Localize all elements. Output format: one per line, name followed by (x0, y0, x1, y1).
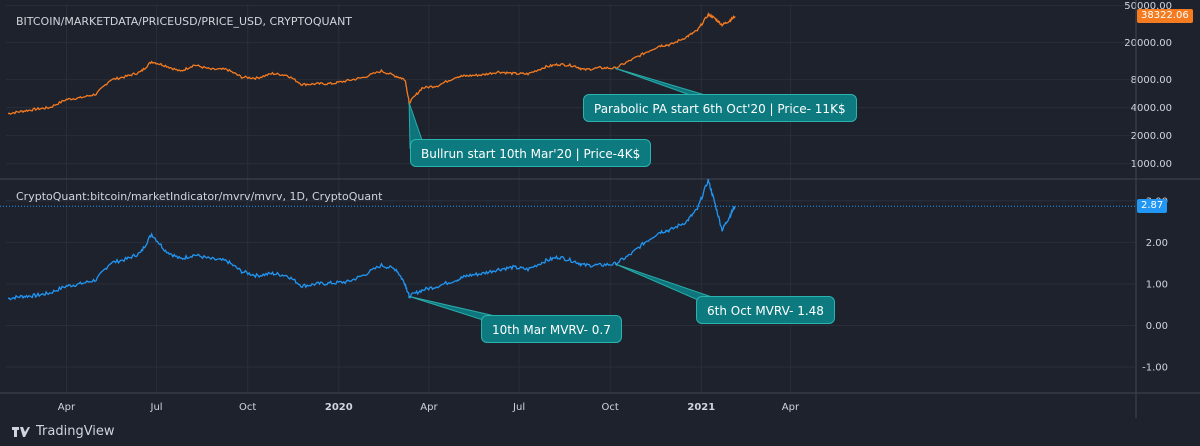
annotation-bullrun-start[interactable]: Bullrun start 10th Mar'20 | Price-4K$ (410, 139, 652, 167)
annotation-mvrv-october[interactable]: 6th Oct MVRV- 1.48 (696, 296, 835, 324)
mvrv-y-tick-label: 0.00 (1146, 321, 1168, 332)
price-y-tick-label: 8000.00 (1131, 75, 1172, 86)
annotation-parabolic-pointer (614, 67, 706, 96)
tradingview-logo[interactable]: TradingView (12, 424, 115, 439)
x-tick-label: 2020 (325, 402, 353, 413)
tradingview-brand: TradingView (36, 424, 115, 439)
x-tick-label: Jul (512, 402, 525, 413)
price-series-line[interactable] (7, 11, 736, 115)
annotation-mvrv-october-pointer (614, 263, 714, 301)
price-y-tick-label: 20000.00 (1124, 38, 1172, 49)
mvrv-y-tick-label: 2.00 (1146, 238, 1168, 249)
price-y-tick-label: 1000.00 (1131, 159, 1172, 170)
x-tick-label: Oct (239, 402, 256, 413)
x-tick-label: Apr (782, 402, 800, 413)
mvrv-pane-title: CryptoQuant:bitcoin/marketIndicator/mvrv… (16, 190, 383, 203)
x-tick-label: 2021 (687, 402, 715, 413)
mvrv-y-tick-label: 1.00 (1146, 279, 1168, 290)
price-y-tick-label: 2000.00 (1131, 131, 1172, 142)
annotation-parabolic-pa[interactable]: Parabolic PA start 6th Oct'20 | Price- 1… (583, 94, 857, 122)
mvrv-y-tick-label: -1.00 (1142, 363, 1168, 374)
price-last-value-badge: 38322.06 (1137, 9, 1193, 24)
price-y-tick-label: 50000.00 (1124, 1, 1172, 12)
mvrv-series-line[interactable] (7, 178, 736, 301)
x-tick-label: Jul (150, 402, 163, 413)
x-tick-label: Apr (420, 402, 438, 413)
x-tick-label: Apr (58, 402, 76, 413)
price-y-tick-label: 4000.00 (1131, 103, 1172, 114)
tradingview-icon (12, 426, 30, 437)
annotation-mvrv-march[interactable]: 10th Mar MVRV- 0.7 (481, 315, 622, 343)
mvrv-last-value-badge: 2.87 (1137, 199, 1168, 214)
price-pane-title: BITCOIN/MARKETDATA/PRICEUSD/PRICE_USD, C… (16, 15, 353, 28)
x-tick-label: Oct (602, 402, 619, 413)
